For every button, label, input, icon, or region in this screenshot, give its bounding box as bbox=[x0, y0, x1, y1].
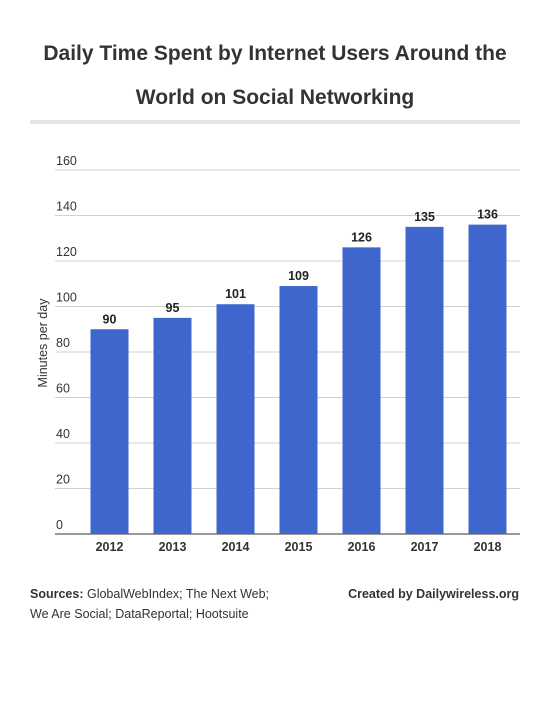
bar bbox=[342, 247, 381, 534]
x-tick-label: 2017 bbox=[411, 540, 439, 554]
data-label: 109 bbox=[288, 269, 309, 283]
y-tick-label: 140 bbox=[56, 200, 77, 214]
bar bbox=[90, 329, 129, 534]
sources-text: GlobalWebIndex; The Next Web; We Are Soc… bbox=[30, 587, 270, 621]
x-tick-label: 2018 bbox=[474, 540, 502, 554]
data-label: 101 bbox=[225, 287, 246, 301]
sources-note: Sources: GlobalWebIndex; The Next Web; W… bbox=[30, 585, 270, 624]
sources-label: Sources: bbox=[30, 587, 84, 601]
title-divider bbox=[30, 120, 520, 124]
data-label: 126 bbox=[351, 230, 372, 244]
bars bbox=[90, 224, 507, 534]
x-tick-label: 2013 bbox=[159, 540, 187, 554]
x-tick-label: 2015 bbox=[285, 540, 313, 554]
data-labels: 90 95 101 109 126 135 136 bbox=[103, 208, 498, 327]
x-tick-label: 2016 bbox=[348, 540, 376, 554]
bar bbox=[405, 226, 444, 534]
y-tick-label: 20 bbox=[56, 473, 70, 487]
x-tick-labels: 2012 2013 2014 2015 2016 2017 2018 bbox=[96, 540, 502, 554]
credit-note: Created by Dailywireless.org bbox=[348, 587, 519, 601]
bar bbox=[279, 286, 318, 534]
y-tick-label: 160 bbox=[56, 154, 77, 168]
x-tick-label: 2012 bbox=[96, 540, 124, 554]
y-tick-label: 120 bbox=[56, 245, 77, 259]
chart-title: Daily Time Spent by Internet Users Aroun… bbox=[43, 42, 507, 109]
bar bbox=[153, 317, 192, 534]
y-tick-label: 80 bbox=[56, 336, 70, 350]
y-tick-label: 60 bbox=[56, 382, 70, 396]
data-label: 136 bbox=[477, 208, 498, 222]
x-tick-label: 2014 bbox=[222, 540, 250, 554]
y-axis-label: Minutes per day bbox=[36, 298, 50, 388]
bar bbox=[216, 304, 255, 534]
y-tick-labels: 0 20 40 60 80 100 120 140 160 bbox=[56, 154, 77, 532]
y-tick-label: 100 bbox=[56, 291, 77, 305]
y-tick-label: 40 bbox=[56, 427, 70, 441]
bar bbox=[468, 224, 507, 534]
data-label: 90 bbox=[103, 312, 117, 326]
data-label: 135 bbox=[414, 210, 435, 224]
data-label: 95 bbox=[166, 301, 180, 315]
y-tick-label: 0 bbox=[56, 518, 63, 532]
